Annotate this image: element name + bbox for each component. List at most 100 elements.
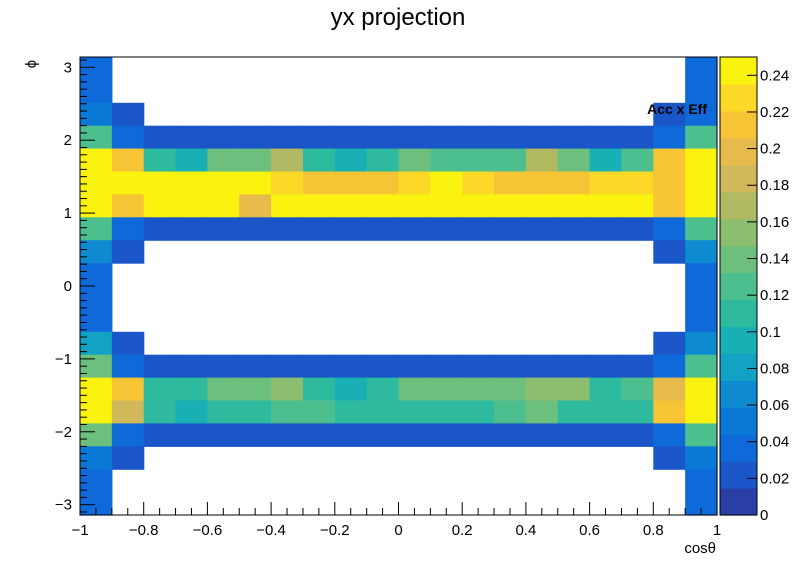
- heatmap-cell: [430, 194, 463, 218]
- heatmap-cell: [525, 194, 559, 218]
- heatmap-cell: [334, 194, 368, 218]
- heatmap-cell: [462, 354, 495, 379]
- heatmap-cell: [207, 377, 240, 402]
- heatmap-cell: [80, 240, 113, 264]
- heatmap-cell: [175, 423, 208, 447]
- heatmap-cell: [685, 102, 718, 127]
- heatmap-cell: [239, 148, 272, 173]
- heatmap-cell: [175, 217, 208, 241]
- heatmap-cell: [525, 148, 559, 173]
- heatmap-cell: [334, 148, 368, 173]
- heatmap-cell: [685, 148, 718, 173]
- heatmap-cell: [302, 217, 336, 241]
- heatmap-cell: [334, 354, 368, 379]
- heatmap-cell: [685, 377, 718, 402]
- heatmap-cell: [589, 148, 623, 173]
- color-bin: [720, 326, 757, 354]
- heatmap-cell: [653, 194, 686, 218]
- heatmap-cell: [557, 194, 591, 218]
- heatmap-cell: [685, 469, 718, 493]
- color-bin: [720, 461, 757, 489]
- heatmap-cell: [80, 446, 113, 470]
- heatmap-cell: [334, 400, 368, 424]
- heatmap-cell: [685, 308, 718, 333]
- heatmap-cell: [525, 217, 559, 241]
- heatmap-cell: [271, 400, 304, 424]
- y-axis: −3 −2 −1 0 1 2 3: [55, 59, 95, 514]
- heatmap-cell: [589, 217, 623, 241]
- heatmap-cell: [525, 125, 559, 150]
- heatmap-cell: [621, 377, 654, 402]
- heatmap-cell: [494, 148, 527, 173]
- heatmap-cell: [557, 171, 591, 195]
- heatmap-cell: [685, 240, 718, 264]
- heatmap-cell: [653, 217, 686, 241]
- heatmap-cell: [398, 125, 431, 150]
- heatmap-cell: [557, 217, 591, 241]
- heatmap-cell: [207, 194, 240, 218]
- heatmap-cell: [653, 171, 686, 195]
- heatmap-cell: [525, 400, 559, 424]
- heatmap-cell: [366, 194, 400, 218]
- heatmap-cell: [430, 217, 463, 241]
- heatmap-cell: [111, 171, 145, 195]
- heatmap-cell: [685, 286, 718, 310]
- heatmap-cell: [430, 171, 463, 195]
- heatmap-cell: [111, 125, 145, 150]
- heatmap-cell: [271, 217, 304, 241]
- heatmap-cell: [111, 354, 145, 379]
- heatmap-cell: [621, 148, 654, 173]
- heatmap-cell: [271, 377, 304, 402]
- heatmap-cell: [557, 400, 591, 424]
- z-tick-label: 0.04: [760, 434, 789, 451]
- y-tick-label: 0: [64, 278, 72, 295]
- heatmap-cell: [271, 125, 304, 150]
- heatmap-cell: [589, 423, 623, 447]
- z-tick-label: 0.12: [760, 287, 789, 304]
- heatmap-cell: [462, 377, 495, 402]
- x-tick-label: 0.4: [515, 522, 536, 539]
- heatmap-cell: [430, 354, 463, 379]
- heatmap-cell: [398, 377, 431, 402]
- x-tick-label: −0.2: [320, 522, 350, 539]
- heatmap-cell: [398, 423, 431, 447]
- heatmap-cell: [271, 148, 304, 173]
- z-tick-label: 0.16: [760, 214, 789, 231]
- heatmap-cell: [334, 423, 368, 447]
- heatmap-cell: [430, 423, 463, 447]
- heatmap-cell: [111, 400, 145, 424]
- heatmap-cell: [175, 194, 208, 218]
- color-bin: [720, 137, 757, 166]
- heatmap-cell: [494, 125, 527, 150]
- heatmap-cell: [366, 377, 400, 402]
- z-tick-label: 0.14: [760, 251, 789, 268]
- heatmap-cell: [80, 194, 113, 218]
- heatmap-cell: [143, 194, 177, 218]
- heatmap-cell: [239, 423, 272, 447]
- heatmap-cell: [207, 171, 240, 195]
- heatmap-cell: [143, 423, 177, 447]
- heatmap-cell: [334, 377, 368, 402]
- heatmap-cell: [366, 423, 400, 447]
- heatmap-cell: [143, 377, 177, 402]
- heatmap-cell: [271, 354, 304, 379]
- color-scale-bar: 0 0.02 0.04 0.06 0.08 0.1 0.12 0.14 0.16 0.18 0.2 0…: [719, 56, 789, 524]
- heatmap-cell: [589, 377, 623, 402]
- heatmap-cell: [525, 354, 559, 379]
- heatmap-cell: [111, 194, 145, 218]
- heatmap-cell: [653, 423, 686, 447]
- heatmap-cell: [494, 194, 527, 218]
- heatmap-cell: [302, 354, 336, 379]
- heatmap-cell: [80, 148, 113, 173]
- heatmap-cell: [557, 148, 591, 173]
- heatmap-cell: [685, 217, 718, 241]
- z-tick-label: 0.06: [760, 397, 789, 414]
- heatmap-cell: [589, 171, 623, 195]
- heatmap-cell: [143, 354, 177, 379]
- heatmap-cell: [143, 125, 177, 150]
- heatmap-cells: [80, 57, 718, 516]
- heatmap-cell: [653, 148, 686, 173]
- heatmap-cell: [80, 423, 113, 447]
- heatmap-cell: [462, 171, 495, 195]
